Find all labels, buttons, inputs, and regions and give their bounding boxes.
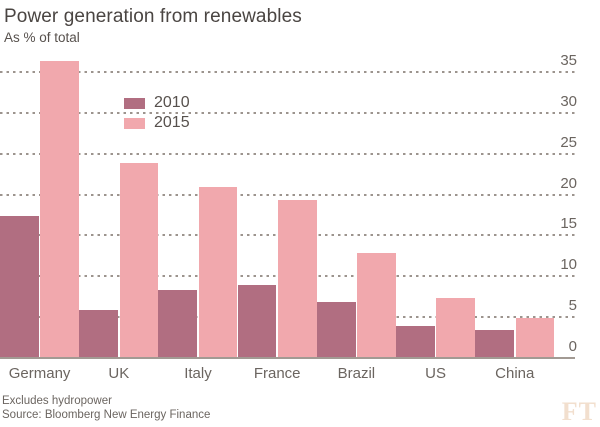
chart-title: Power generation from renewables <box>4 6 302 27</box>
gridline <box>0 111 575 114</box>
bar-uk-2010 <box>79 309 118 359</box>
legend-label-2015: 2015 <box>154 114 190 131</box>
legend-swatch-2015 <box>124 117 145 129</box>
ft-logo: FT <box>561 397 597 426</box>
bar-uk-2015 <box>119 162 159 359</box>
y-axis-tick-label: 35 <box>560 52 577 70</box>
x-axis-label-france: France <box>253 365 301 382</box>
legend: 2010 2015 <box>124 93 190 133</box>
gridline <box>0 152 575 155</box>
x-axis-label-uk: UK <box>108 365 130 382</box>
y-axis-tick-label: 25 <box>560 133 577 151</box>
y-axis-tick-label: 10 <box>560 256 577 274</box>
bar-germany-2010 <box>0 216 39 359</box>
legend-item-2015: 2015 <box>124 113 190 133</box>
x-axis-labels: Germany UK Italy France Brazil US China <box>0 365 577 385</box>
y-axis-tick-label: 30 <box>560 92 577 110</box>
bar-brazil-2010 <box>316 301 356 359</box>
bar-france-2015 <box>277 199 317 359</box>
x-axis-label-china: China <box>495 365 535 382</box>
x-axis-baseline <box>0 357 575 359</box>
x-axis-label-brazil: Brazil <box>337 365 376 382</box>
legend-swatch-2010 <box>124 97 145 109</box>
bar-us-2015 <box>436 297 476 359</box>
bar-germany-2015 <box>40 60 80 359</box>
bar-china-2010 <box>475 330 514 359</box>
legend-label-2010: 2010 <box>154 94 190 111</box>
x-axis-label-us: US <box>425 365 447 382</box>
bar-italy-2015 <box>198 187 238 359</box>
bar-italy-2010 <box>158 289 198 359</box>
y-axis-tick-label: 5 <box>568 297 577 315</box>
chart-footer: Excludes hydropower Source: Bloomberg Ne… <box>2 394 210 422</box>
bar-france-2010 <box>237 285 277 359</box>
gridline <box>0 193 575 196</box>
plot-area: 0 5 10 15 20 25 30 35 <box>0 48 577 359</box>
y-axis-tick-label: 0 <box>568 338 577 355</box>
bar-us-2010 <box>396 326 435 359</box>
chart-subtitle: As % of total <box>4 30 80 45</box>
gridline <box>0 71 575 74</box>
source-note: Source: Bloomberg New Energy Finance <box>2 409 211 421</box>
y-axis-tick-label: 15 <box>560 215 577 233</box>
bar-china-2015 <box>515 318 555 359</box>
bar-brazil-2015 <box>357 252 396 359</box>
y-axis-tick-label: 20 <box>560 174 577 192</box>
legend-item-2010: 2010 <box>124 93 190 113</box>
x-axis-label-germany: Germany <box>8 365 71 382</box>
x-axis-label-italy: Italy <box>184 365 212 382</box>
footnote: Excludes hydropower <box>2 395 112 407</box>
